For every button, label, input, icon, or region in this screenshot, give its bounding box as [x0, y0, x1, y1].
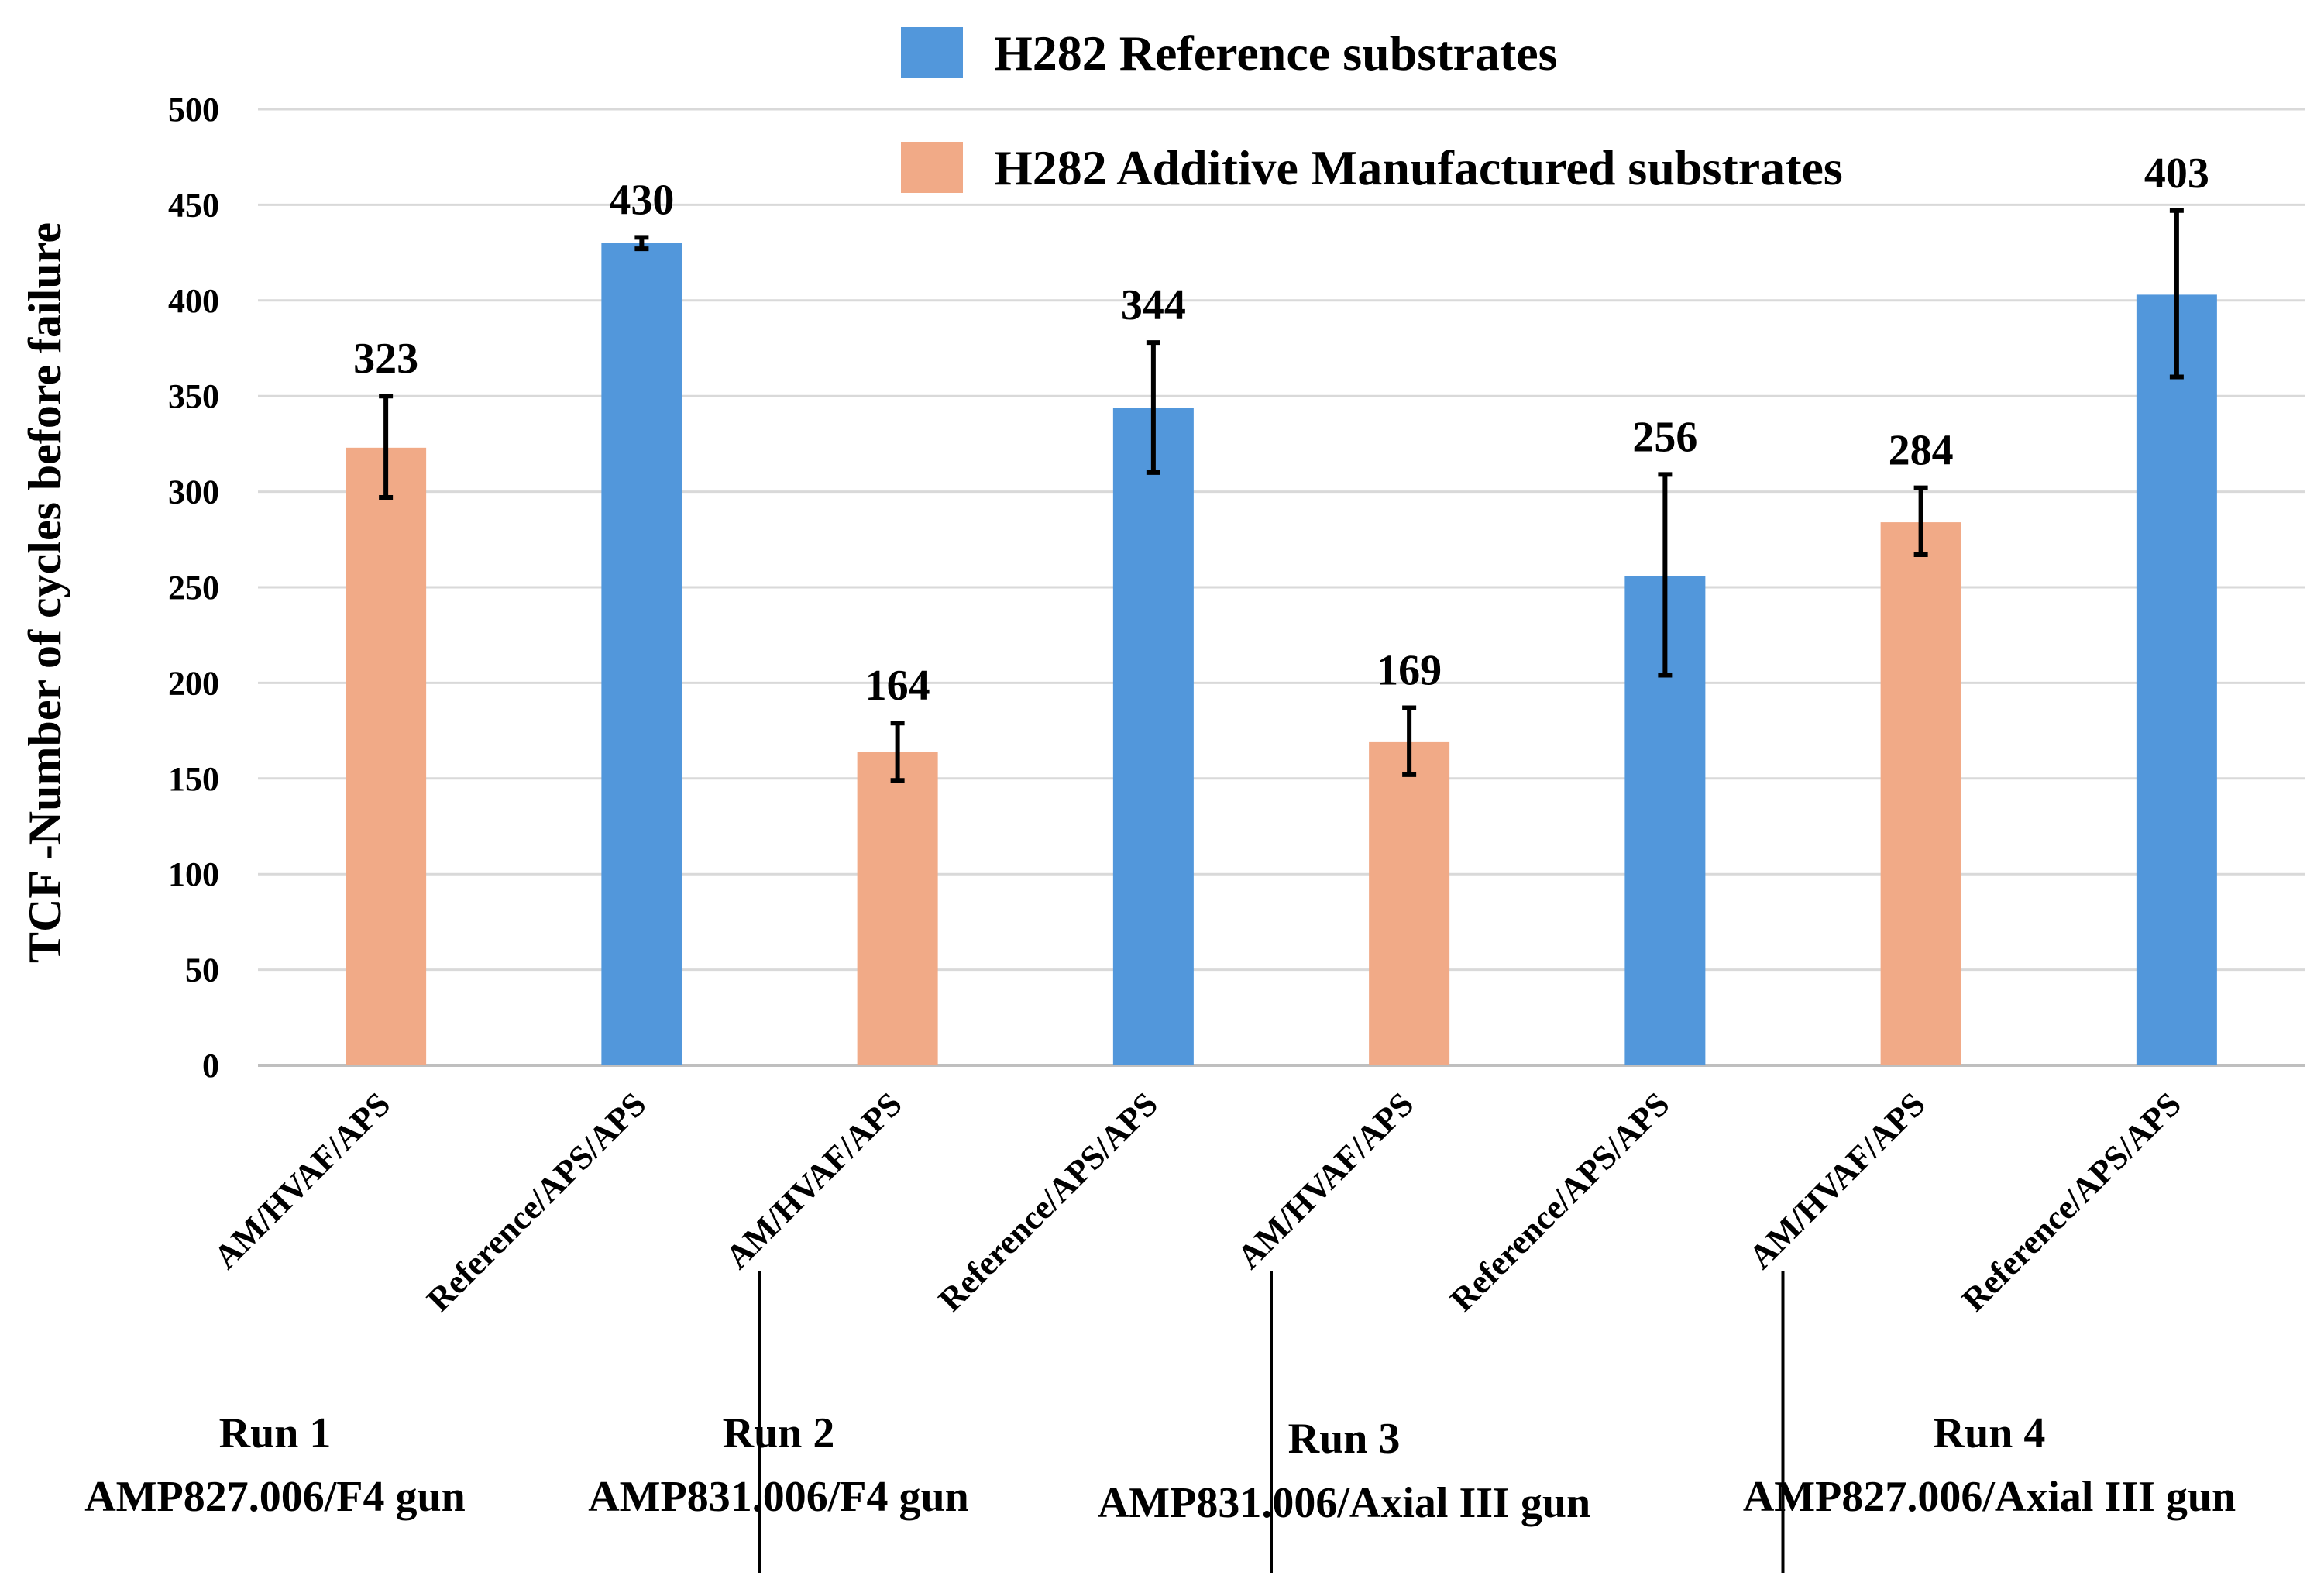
group-run-label: Run 4: [1934, 1409, 2046, 1457]
y-tick-label: 0: [202, 1047, 219, 1085]
x-tick-label: AM/HVAF/APS: [1741, 1085, 1933, 1276]
legend-swatch: [901, 27, 963, 78]
x-tick-label: Reference/APS/APS: [1443, 1085, 1677, 1319]
group-labels: Run 1 AMP827.006/F4 gun Run 2 AMP831.006/F4…: [84, 1409, 2236, 1527]
y-tick-label: 100: [168, 855, 219, 893]
data-label: 344: [1121, 281, 1186, 329]
y-tick-label: 250: [168, 569, 219, 607]
data-label: 256: [1632, 413, 1697, 461]
bar: [346, 447, 427, 1065]
y-tick-label: 50: [185, 951, 219, 989]
data-label: 164: [865, 662, 930, 710]
bar: [1112, 408, 1194, 1065]
x-tick-label: AM/HVAF/APS: [1230, 1085, 1422, 1276]
x-tick-label: Reference/APS/APS: [1954, 1085, 2188, 1319]
group-setup-label: AMP827.006/Axial III gun: [1743, 1473, 2236, 1521]
x-tick-label: Reference/APS/APS: [420, 1085, 654, 1319]
data-label: 169: [1377, 646, 1442, 694]
y-tick-label: 350: [168, 377, 219, 415]
x-tick-label: Reference/APS/APS: [931, 1085, 1165, 1319]
y-tick-label: 450: [168, 186, 219, 224]
gridlines: [258, 108, 2305, 1067]
group-setup-label: AMP831.006/F4 gun: [588, 1473, 969, 1521]
bar: [2136, 294, 2217, 1065]
y-tick-label: 150: [168, 760, 219, 798]
bar: [601, 243, 682, 1065]
bar: [857, 752, 938, 1065]
data-label: 284: [1889, 427, 1954, 475]
bar: [1880, 522, 1961, 1065]
group-run-label: Run 2: [723, 1409, 835, 1457]
legend-label: H282 Reference substrates: [994, 26, 1558, 81]
data-label: 323: [353, 335, 418, 383]
x-tick-label: AM/HVAF/APS: [207, 1085, 398, 1276]
data-label: 430: [609, 176, 674, 224]
error-bars: [379, 208, 2184, 783]
y-tick-label: 200: [168, 664, 219, 702]
group-separators: [758, 1271, 1785, 1573]
y-tick-label: 500: [168, 91, 219, 129]
legend-label: H282 Additive Manufactured substrates: [994, 140, 1843, 195]
y-axis-title: TCF -Number of cycles before failure: [19, 222, 70, 963]
legend-swatch: [901, 142, 963, 193]
y-tick-label: 300: [168, 473, 219, 511]
bars: [346, 243, 2217, 1065]
group-run-label: Run 1: [219, 1409, 332, 1457]
data-labels: 323 430 164 344 169 256 284 403: [353, 150, 2209, 710]
group-setup-label: AMP827.006/F4 gun: [84, 1473, 466, 1521]
x-tick-label: AM/HVAF/APS: [718, 1085, 909, 1276]
bar: [1369, 741, 1450, 1065]
group-setup-label: AMP831.006/Axial III gun: [1098, 1479, 1590, 1527]
y-tick-labels: 0 50 100 150 200 250 300 350 400 450 500: [168, 91, 219, 1085]
x-tick-labels: AM/HVAF/APS Reference/APS/APS AM/HVAF/APS R…: [207, 1085, 2188, 1319]
group-run-label: Run 3: [1288, 1415, 1401, 1463]
legend: H282 Reference substrates H282 Additive M…: [901, 26, 1843, 195]
y-tick-label: 400: [168, 282, 219, 320]
data-label: 403: [2144, 150, 2209, 198]
